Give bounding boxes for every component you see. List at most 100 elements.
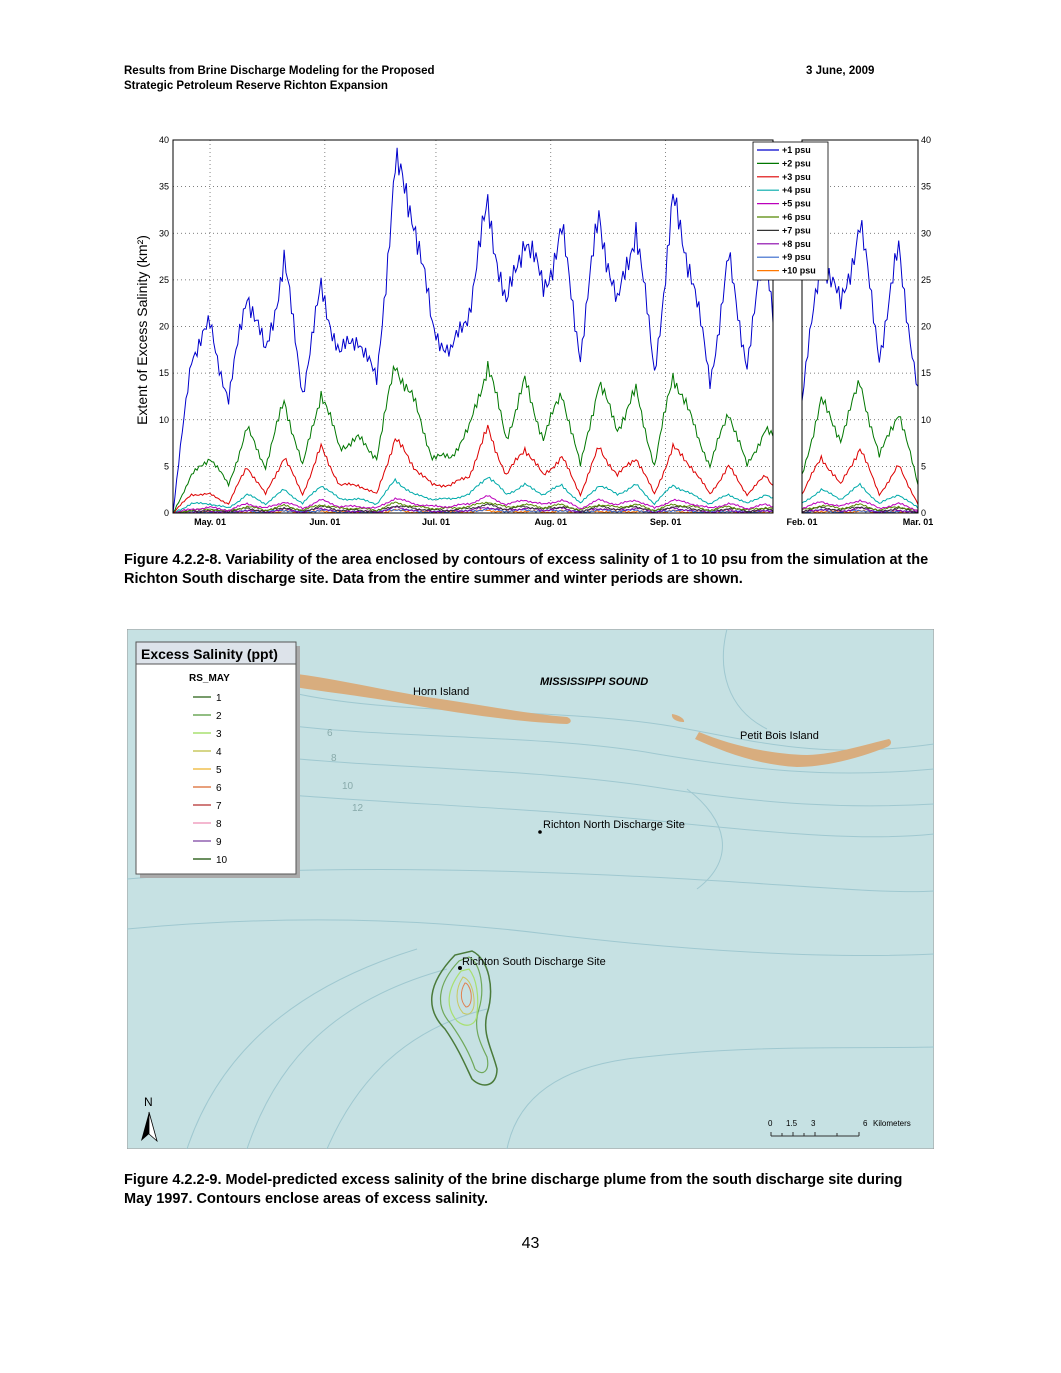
chart-frame-winter: [801, 139, 919, 514]
x-tick-label: May. 01: [194, 517, 226, 527]
y-tick-label: 10: [159, 415, 169, 425]
series-line-winter-8: [801, 506, 919, 514]
plume-contours: [431, 950, 498, 1086]
y-tick-label-right: 35: [921, 182, 931, 192]
scale-tick-0: 0: [768, 1119, 773, 1128]
north-site-marker: [538, 830, 542, 834]
page-number: 43: [521, 1235, 540, 1252]
y-tick-label-right: 40: [921, 135, 931, 145]
legend-label: +6 psu: [782, 212, 811, 222]
y-tick-label-right: 0: [921, 508, 926, 518]
legend-label: +10 psu: [782, 266, 816, 276]
series-line-winter-6: [801, 503, 919, 512]
north-arrow: N: [141, 1095, 158, 1143]
running-header: Results from Brine Discharge Modeling fo…: [124, 64, 435, 94]
y-tick-label: 20: [159, 322, 169, 332]
chart-frame-summer: [172, 139, 774, 514]
scale-tick-2: 3: [811, 1119, 816, 1128]
series-line-summer-2: [172, 361, 774, 513]
depth-label-10: 10: [342, 781, 354, 792]
series-line-summer-6: [172, 501, 774, 514]
map-legend-label: 3: [216, 729, 222, 740]
series-line-winter-3: [801, 448, 919, 505]
figure-caption-2: Figure 4.2.2-9. Model-predicted excess s…: [124, 1172, 903, 1207]
petit-bois-island-landmass: [695, 732, 892, 767]
map-legend-label: 8: [216, 819, 222, 830]
y-tick-label: 5: [164, 461, 169, 471]
map-legend-items: 1 2 3 4 5 6 7 8 9 10: [193, 693, 228, 866]
x-tick-label: Feb. 01: [786, 517, 817, 527]
map-legend-label: 10: [216, 855, 228, 866]
legend-label: +3 psu: [782, 172, 811, 182]
legend-label: +7 psu: [782, 225, 811, 235]
legend-label: +5 psu: [782, 199, 811, 209]
north-arrow-label: N: [144, 1095, 153, 1109]
series-line-winter-4: [801, 482, 919, 509]
y-tick-label-right: 15: [921, 368, 931, 378]
legend-label: +9 psu: [782, 252, 811, 262]
series-line-summer-4: [172, 476, 774, 513]
x-tick-label: Sep. 01: [650, 517, 682, 527]
y-tick-label-right: 30: [921, 228, 931, 238]
map-legend-label: 7: [216, 801, 222, 812]
legend-label: +2 psu: [782, 158, 811, 168]
petit-bois-island-label: Petit Bois Island: [740, 730, 819, 742]
south-site-label: Richton South Discharge Site: [462, 956, 606, 968]
north-site-label: Richton North Discharge Site: [543, 819, 685, 831]
series-line-summer-1: [172, 147, 774, 514]
islet-landmass: [671, 714, 685, 722]
x-tick-label: Aug. 01: [535, 517, 568, 527]
header-title-line1: Results from Brine Discharge Modeling fo…: [124, 65, 435, 77]
x-tick-label: Jun. 01: [309, 517, 340, 527]
x-tick-label: Mar. 01: [903, 517, 934, 527]
y-tick-label-right: 25: [921, 275, 931, 285]
map-legend-title: Excess Salinity (ppt): [141, 646, 278, 662]
legend-label: +1 psu: [782, 145, 811, 155]
y-tick-label: 0: [164, 508, 169, 518]
y-tick-label: 15: [159, 368, 169, 378]
plume-map: MISSISSIPPI SOUND Horn Island Petit Bois…: [127, 629, 934, 1149]
series-line-winter-9: [801, 508, 918, 514]
y-tick-label-right: 10: [921, 415, 931, 425]
horn-island-landmass: [295, 674, 571, 724]
horn-island-label: Horn Island: [413, 686, 469, 698]
map-legend-label: 2: [216, 711, 222, 722]
scale-unit: Kilometers: [873, 1119, 911, 1128]
y-tick-label: 40: [159, 135, 169, 145]
y-tick-label: 30: [159, 228, 169, 238]
y-axis-label: Extent of Excess Salinity (km²): [134, 235, 150, 425]
series-line-summer-3: [172, 424, 774, 514]
map-legend-label: 4: [216, 747, 222, 758]
scale-tick-1: 1.5: [786, 1119, 798, 1128]
map-legend-label: 9: [216, 837, 222, 848]
legend-label: +4 psu: [782, 185, 811, 195]
excess-salinity-area-chart: 0 0 5 5 10 10 15 15 20 20 25 25 30 30 35 35 40 40 May. 01 J…: [134, 135, 933, 527]
map-legend-label: 5: [216, 765, 222, 776]
y-tick-label: 35: [159, 182, 169, 192]
south-site-marker: [458, 966, 462, 970]
map-legend: Excess Salinity (ppt) RS_MAY 1 2 3 4 5 6 7 8 9 10: [135, 641, 300, 878]
map-legend-label: 6: [216, 783, 222, 794]
series-line-winter-2: [801, 380, 919, 486]
y-tick-label: 25: [159, 275, 169, 285]
scale-tick-3: 6: [863, 1119, 868, 1128]
series-line-summer-5: [172, 495, 774, 514]
x-tick-label: Jul. 01: [422, 517, 450, 527]
depth-label-8: 8: [331, 753, 337, 764]
series-line-winter-5: [801, 499, 919, 512]
series-line-winter-7: [801, 505, 919, 514]
header-title-line2: Strategic Petroleum Reserve Richton Expa…: [124, 80, 388, 92]
map-legend-layer: RS_MAY: [189, 673, 230, 684]
scale-bar: 0 1.5 3 6 Kilometers: [768, 1119, 911, 1137]
figure-caption-1: Figure 4.2.2-8. Variability of the area …: [124, 552, 929, 587]
chart-legend: +1 psu +2 psu +3 psu +4 psu +5 psu +6 psu +7 p…: [752, 141, 829, 281]
bathymetry-contours: [127, 629, 934, 1149]
chart-series-lines: [172, 147, 919, 514]
series-line-summer-7: [173, 503, 774, 514]
depth-label-6: 6: [327, 728, 333, 739]
y-tick-label-right: 5: [921, 461, 926, 471]
mississippi-sound-label: MISSISSIPPI SOUND: [540, 676, 648, 688]
map-legend-label: 1: [216, 693, 222, 704]
chart-tick-labels: 0 0 5 5 10 10 15 15 20 20 25 25 30 30 35 35 40 40 May. 01 J…: [159, 135, 933, 527]
header-date: 3 June, 2009: [806, 65, 875, 77]
